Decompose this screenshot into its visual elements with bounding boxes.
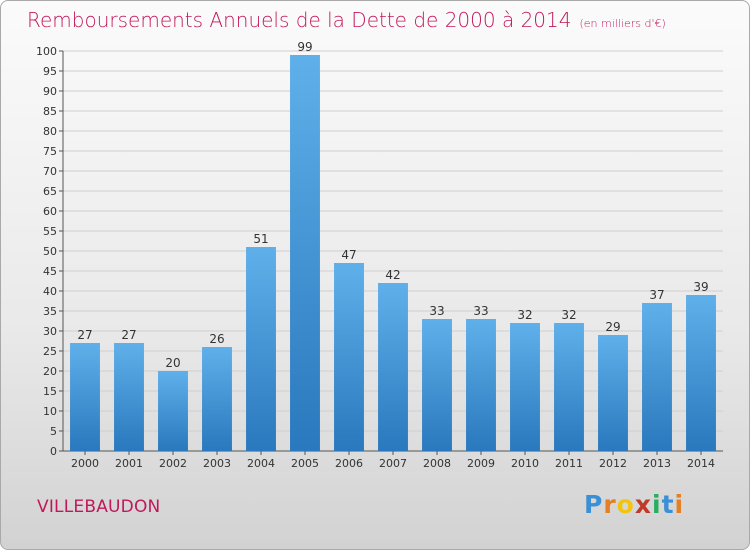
data-label-2004: 51 [253,232,268,246]
bar-2001 [114,343,144,451]
logo-letter: i [652,490,662,519]
y-tick-label: 80 [43,125,57,138]
y-tick-label: 70 [43,165,57,178]
y-tick-label: 60 [43,205,57,218]
x-tick-label: 2001 [115,457,143,470]
y-tick-label: 15 [43,385,57,398]
data-label-2005: 99 [297,40,312,54]
y-tick-label: 10 [43,405,57,418]
data-labels: 27 27 20 26 51 99 47 42 33 33 32 32 29 37 39 [77,40,708,370]
data-label-2014: 39 [693,280,708,294]
commune-name: VILLEBAUDON [37,497,161,517]
bar-2010 [510,323,540,451]
bar-2002 [158,371,188,451]
data-label-2002: 20 [165,356,180,370]
x-tick-label: 2011 [555,457,583,470]
y-tick-label: 35 [43,305,57,318]
bar-2008 [422,319,452,451]
data-label-2010: 32 [517,308,532,322]
y-tick-label: 0 [50,445,57,458]
x-tick-label: 2013 [643,457,671,470]
x-tick-label: 2007 [379,457,407,470]
bar-2007 [378,283,408,451]
proxiti-logo[interactable]: Proxiti [584,490,684,519]
logo-letter: x [634,490,652,519]
title-text: Remboursements Annuels de la Dette de 20… [27,8,572,32]
x-tick-label: 2009 [467,457,495,470]
data-label-2013: 37 [649,288,664,302]
bar-2009 [466,319,496,451]
y-tick-label: 40 [43,285,57,298]
x-tick-label: 2014 [687,457,715,470]
data-label-2003: 26 [209,332,224,346]
bar-2014 [686,295,716,451]
chart-title: Remboursements Annuels de la Dette de 20… [27,8,666,32]
logo-letter: r [603,490,617,519]
y-tick-label: 45 [43,265,57,278]
data-label-2007: 42 [385,268,400,282]
y-tick-label: 50 [43,245,57,258]
y-tick-label: 20 [43,365,57,378]
data-label-2006: 47 [341,248,356,262]
bar-2004 [246,247,276,451]
data-label-2012: 29 [605,320,620,334]
x-tick-label: 2008 [423,457,451,470]
x-tick-label: 2002 [159,457,187,470]
bar-2013 [642,303,672,451]
data-label-2001: 27 [121,328,136,342]
bar-2005 [290,55,320,451]
logo-letter: t [661,490,675,519]
y-tick-label: 85 [43,105,57,118]
y-tick-label: 5 [50,425,57,438]
bar-2000 [70,343,100,451]
chart-unit: (en milliers d'€) [579,17,666,30]
y-tick-label: 25 [43,345,57,358]
logo-letter: i [674,490,685,519]
x-tick-label: 2006 [335,457,363,470]
x-tick-label: 2003 [203,457,231,470]
x-tick-label: 2010 [511,457,539,470]
data-label-2009: 33 [473,304,488,318]
y-tick-label: 30 [43,325,57,338]
x-tick-label: 2000 [71,457,99,470]
x-tick-label: 2005 [291,457,319,470]
logo-letter: P [584,490,604,519]
y-tick-label: 95 [43,65,57,78]
logo-letter: o [616,490,635,519]
x-tick-label: 2004 [247,457,275,470]
bar-2011 [554,323,584,451]
y-tick-label: 75 [43,145,57,158]
y-tick-label: 90 [43,85,57,98]
bar-2012 [598,335,628,451]
bars [70,55,716,451]
bar-2006 [334,263,364,451]
y-tick-label: 100 [36,45,57,58]
x-tick-label: 2012 [599,457,627,470]
data-label-2000: 27 [77,328,92,342]
bar-2003 [202,347,232,451]
y-tick-label: 65 [43,185,57,198]
data-label-2011: 32 [561,308,576,322]
data-label-2008: 33 [429,304,444,318]
y-tick-label: 55 [43,225,57,238]
